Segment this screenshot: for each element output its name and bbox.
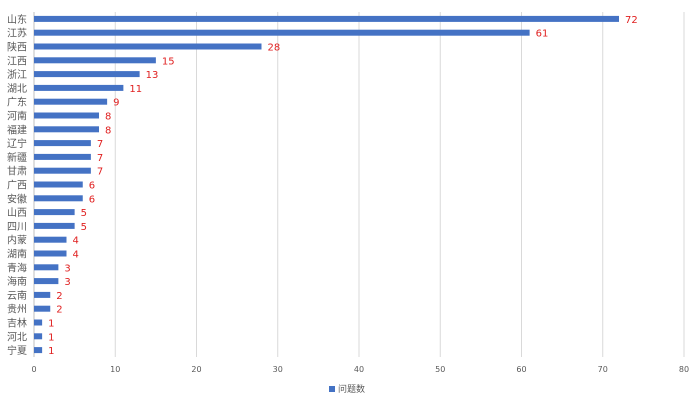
x-tick-label: 20 (191, 365, 201, 374)
bar (34, 29, 530, 36)
bar (34, 222, 75, 229)
x-tick-label: 50 (435, 365, 445, 374)
legend-label: 问题数 (338, 383, 365, 395)
category-label: 内蒙 (7, 234, 27, 247)
data-label: 4 (73, 250, 79, 261)
bar (34, 71, 140, 78)
data-label: 7 (97, 153, 103, 164)
bar (34, 57, 156, 64)
data-label: 11 (129, 84, 142, 95)
data-label: 15 (162, 56, 175, 67)
bars (34, 15, 619, 354)
data-label: 7 (97, 167, 103, 178)
category-label: 广东 (7, 96, 27, 109)
category-label: 浙江 (7, 69, 27, 81)
data-label: 5 (81, 222, 87, 233)
bar (34, 333, 43, 340)
category-label: 广西 (7, 180, 27, 192)
data-label: 1 (48, 332, 54, 343)
bar (34, 319, 43, 326)
x-tick-label: 0 (31, 365, 36, 374)
data-label: 5 (81, 208, 87, 219)
x-axis-ticks: 0 10 20 30 40 50 60 70 80 (31, 365, 689, 374)
category-label: 吉林 (7, 317, 27, 330)
bar (34, 153, 91, 160)
data-label: 8 (105, 112, 111, 123)
category-label: 安徽 (7, 192, 27, 205)
bar (34, 347, 43, 354)
category-label: 辽宁 (7, 137, 27, 150)
category-label: 海南 (7, 275, 27, 288)
bar (34, 278, 59, 285)
category-label: 江苏 (7, 27, 27, 40)
data-label: 7 (97, 139, 103, 150)
category-label: 青海 (7, 261, 27, 274)
x-tick-label: 40 (354, 365, 364, 374)
x-tick-label: 70 (598, 365, 608, 374)
data-label: 28 (268, 43, 281, 54)
category-label: 湖南 (7, 248, 27, 261)
category-label: 河南 (7, 110, 27, 123)
x-tick-label: 30 (273, 365, 283, 374)
bar (34, 209, 75, 216)
bar (34, 250, 67, 257)
category-label: 甘肃 (7, 165, 27, 178)
data-label: 3 (64, 277, 70, 288)
category-label: 四川 (7, 222, 27, 233)
data-label: 61 (536, 29, 549, 40)
category-label: 云南 (7, 289, 27, 302)
category-label: 福建 (7, 123, 27, 136)
bar (34, 305, 51, 312)
legend: 问题数 (329, 383, 365, 395)
category-label: 陕西 (7, 41, 27, 54)
data-label: 1 (48, 319, 54, 330)
data-label: 13 (146, 70, 159, 81)
data-label: 6 (89, 181, 95, 192)
data-label: 72 (625, 15, 638, 26)
bar (34, 43, 262, 50)
bar (34, 126, 99, 133)
data-label: 8 (105, 125, 111, 136)
bar (34, 84, 124, 91)
data-label: 9 (113, 98, 119, 109)
category-label: 贵州 (7, 303, 27, 316)
bar (34, 98, 108, 105)
bar (34, 195, 83, 202)
bar (34, 291, 51, 298)
x-tick-label: 80 (679, 365, 689, 374)
bar (34, 264, 59, 271)
category-label: 河北 (7, 331, 27, 343)
data-label: 4 (73, 236, 79, 247)
data-label: 6 (89, 194, 95, 205)
category-label: 山东 (7, 13, 27, 26)
bar (34, 140, 91, 147)
bar (34, 112, 99, 119)
category-label: 江西 (7, 55, 27, 67)
category-label: 湖北 (7, 83, 27, 95)
data-label: 1 (48, 346, 54, 357)
x-tick-label: 10 (110, 365, 120, 374)
data-label: 2 (56, 305, 62, 316)
legend-swatch (329, 386, 335, 392)
category-label: 宁夏 (7, 344, 27, 357)
category-label: 山西 (7, 207, 27, 219)
category-label: 新疆 (7, 151, 27, 164)
bar (34, 167, 91, 174)
bar (34, 181, 83, 188)
category-labels: 山东江苏陕西江西浙江湖北广东河南福建辽宁新疆甘肃广西安徽山西四川内蒙湖南青海海南… (7, 13, 27, 357)
bar (34, 15, 619, 22)
x-tick-label: 60 (516, 365, 526, 374)
gridlines (33, 12, 685, 357)
data-label: 2 (56, 291, 62, 302)
data-label: 3 (64, 263, 70, 274)
bar (34, 236, 67, 243)
